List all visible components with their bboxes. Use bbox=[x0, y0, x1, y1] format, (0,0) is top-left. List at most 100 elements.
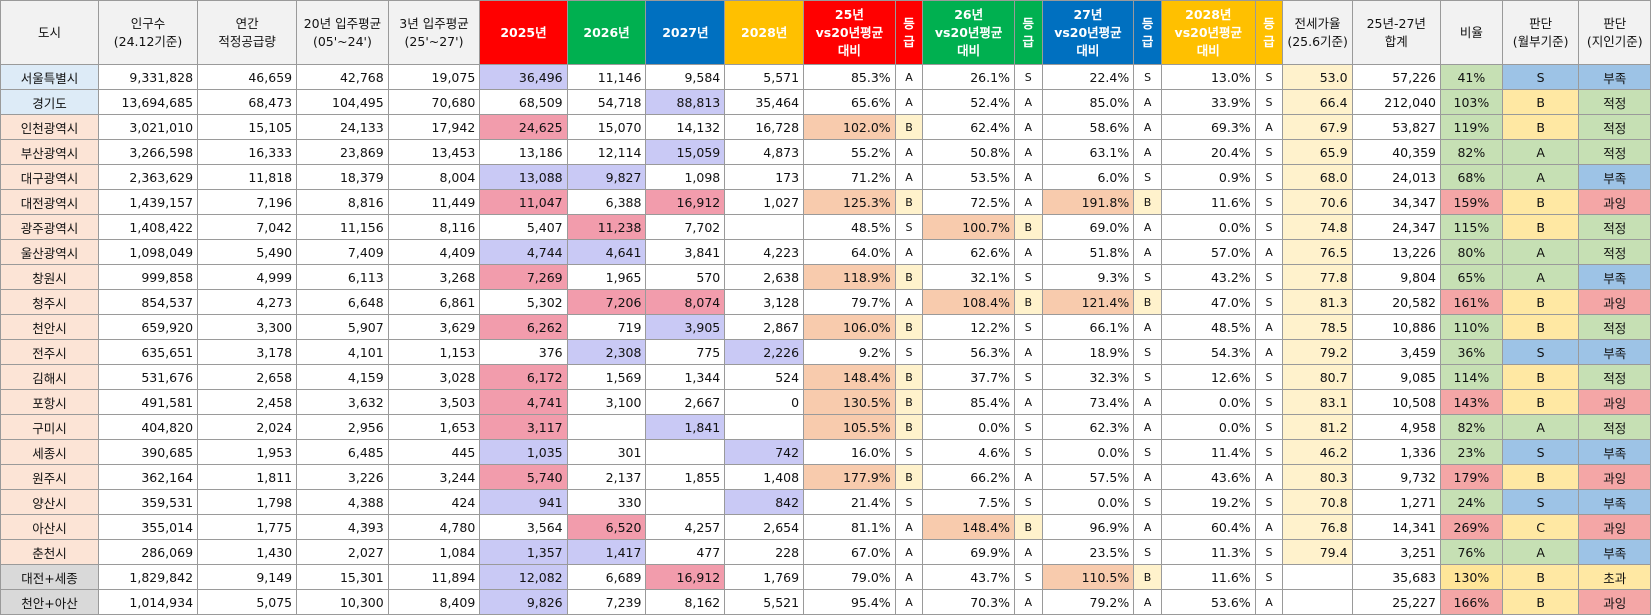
cell-y2025: 5,407 bbox=[479, 214, 568, 240]
cell-vs2025: 67.0% bbox=[803, 539, 896, 565]
cell-city: 천안+아산 bbox=[0, 589, 99, 615]
cell-ratio: 41% bbox=[1439, 64, 1503, 90]
cell-grade2025: S bbox=[894, 489, 924, 515]
cell-y2027: 775 bbox=[645, 339, 726, 365]
cell-avg-3y: 445 bbox=[387, 439, 481, 465]
cell-grade2026: A bbox=[1013, 589, 1043, 615]
cell-y2026: 1,965 bbox=[566, 264, 647, 290]
cell-grade2025: S bbox=[894, 339, 924, 365]
cell-grade2028: S bbox=[1254, 64, 1284, 90]
cell-avg-20y: 6,113 bbox=[296, 264, 389, 290]
cell-y2025: 7,269 bbox=[479, 264, 568, 290]
cell-jeonse-rate: 77.8 bbox=[1282, 264, 1353, 290]
cell-grade2026: A bbox=[1013, 339, 1043, 365]
cell-grade2027: B bbox=[1133, 189, 1162, 215]
cell-grade2026: A bbox=[1013, 189, 1043, 215]
cell-annual-supply: 4,273 bbox=[197, 289, 298, 315]
cell-y2026: 6,388 bbox=[566, 189, 647, 215]
cell-judge-acquaintance: 부족 bbox=[1578, 439, 1651, 465]
cell-vs2027: 51.8% bbox=[1041, 239, 1135, 265]
cell-y2025: 4,741 bbox=[479, 389, 568, 415]
cell-grade2027: S bbox=[1133, 439, 1162, 465]
cell-annual-supply: 5,490 bbox=[197, 239, 298, 265]
cell-grade2028: S bbox=[1254, 89, 1284, 115]
cell-ratio: 36% bbox=[1439, 339, 1503, 365]
cell-judge-monthly: S bbox=[1501, 64, 1580, 90]
cell-y2026: 11,146 bbox=[566, 64, 647, 90]
cell-y2026: 4,641 bbox=[566, 239, 647, 265]
cell-population: 854,537 bbox=[97, 289, 199, 315]
cell-y2026: 330 bbox=[566, 489, 647, 515]
cell-annual-supply: 7,042 bbox=[197, 214, 298, 240]
cell-vs2026: 52.4% bbox=[922, 89, 1015, 115]
cell-judge-monthly: A bbox=[1501, 539, 1580, 565]
header-ratio: 비율 bbox=[1439, 0, 1503, 65]
cell-grade2025: A bbox=[894, 514, 924, 540]
cell-judge-monthly: B bbox=[1501, 214, 1580, 240]
cell-vs2026: 43.7% bbox=[922, 564, 1015, 590]
cell-vs2028: 43.6% bbox=[1160, 464, 1256, 490]
cell-grade2025: A bbox=[894, 589, 924, 615]
cell-city: 춘천시 bbox=[0, 539, 99, 565]
cell-jeonse-rate: 68.0 bbox=[1282, 164, 1353, 190]
header-population: 인구수 (24.12기준) bbox=[97, 0, 199, 65]
cell-grade2028: A bbox=[1254, 239, 1284, 265]
header-avg-20y: 20년 입주평균 (05'~24') bbox=[296, 0, 389, 65]
cell-judge-monthly: C bbox=[1501, 514, 1580, 540]
cell-y2027: 8,074 bbox=[645, 289, 726, 315]
cell-sum-25-27: 34,347 bbox=[1351, 189, 1441, 215]
cell-vs2027: 9.3% bbox=[1041, 264, 1135, 290]
cell-vs2025: 95.4% bbox=[803, 589, 896, 615]
cell-vs2027: 121.4% bbox=[1041, 289, 1135, 315]
cell-judge-acquaintance: 적정 bbox=[1578, 114, 1651, 140]
table-row: 대전광역시 1,439,157 7,196 8,816 11,449 11,047 6,38… bbox=[0, 189, 1651, 215]
cell-population: 9,331,828 bbox=[97, 64, 199, 90]
cell-y2027: 88,813 bbox=[645, 89, 726, 115]
cell-grade2026: S bbox=[1013, 414, 1043, 440]
cell-grade2027: A bbox=[1133, 214, 1162, 240]
cell-y2026: 7,206 bbox=[566, 289, 647, 315]
cell-jeonse-rate: 79.2 bbox=[1282, 339, 1353, 365]
cell-vs2026: 85.4% bbox=[922, 389, 1015, 415]
cell-sum-25-27: 24,347 bbox=[1351, 214, 1441, 240]
cell-y2028: 0 bbox=[724, 389, 805, 415]
cell-vs2025: 71.2% bbox=[803, 164, 896, 190]
cell-vs2028: 48.5% bbox=[1160, 314, 1256, 340]
cell-judge-monthly: B bbox=[1501, 564, 1580, 590]
cell-grade2028: A bbox=[1254, 114, 1284, 140]
cell-ratio: 143% bbox=[1439, 389, 1503, 415]
cell-y2025: 6,172 bbox=[479, 364, 568, 390]
cell-y2028: 173 bbox=[724, 164, 805, 190]
cell-judge-monthly: B bbox=[1501, 314, 1580, 340]
cell-vs2026: 26.1% bbox=[922, 64, 1015, 90]
cell-y2025: 13,088 bbox=[479, 164, 568, 190]
header-vs2027: 27년 vs20년평균 대비 bbox=[1041, 0, 1135, 65]
header-y2026: 2026년 bbox=[566, 0, 647, 65]
cell-vs2028: 0.0% bbox=[1160, 214, 1256, 240]
cell-ratio: 110% bbox=[1439, 314, 1503, 340]
cell-judge-acquaintance: 부족 bbox=[1578, 64, 1651, 90]
cell-vs2027: 69.0% bbox=[1041, 214, 1135, 240]
cell-y2026: 2,137 bbox=[566, 464, 647, 490]
cell-y2027: 3,841 bbox=[645, 239, 726, 265]
cell-ratio: 114% bbox=[1439, 364, 1503, 390]
cell-grade2028: S bbox=[1254, 414, 1284, 440]
cell-y2028: 524 bbox=[724, 364, 805, 390]
cell-judge-monthly: A bbox=[1501, 164, 1580, 190]
cell-grade2026: S bbox=[1013, 64, 1043, 90]
cell-judge-acquaintance: 부족 bbox=[1578, 264, 1651, 290]
table-row: 김해시 531,676 2,658 4,159 3,028 6,172 1,569 1,344… bbox=[0, 364, 1651, 390]
cell-grade2027: S bbox=[1133, 339, 1162, 365]
cell-y2025: 13,186 bbox=[479, 139, 568, 165]
cell-judge-acquaintance: 부족 bbox=[1578, 164, 1651, 190]
cell-vs2028: 20.4% bbox=[1160, 139, 1256, 165]
cell-jeonse-rate: 66.4 bbox=[1282, 89, 1353, 115]
cell-annual-supply: 1,775 bbox=[197, 514, 298, 540]
cell-grade2025: A bbox=[894, 289, 924, 315]
cell-population: 1,439,157 bbox=[97, 189, 199, 215]
cell-judge-monthly: S bbox=[1501, 439, 1580, 465]
cell-y2026: 6,689 bbox=[566, 564, 647, 590]
cell-judge-acquaintance: 과잉 bbox=[1578, 464, 1651, 490]
cell-y2025: 24,625 bbox=[479, 114, 568, 140]
